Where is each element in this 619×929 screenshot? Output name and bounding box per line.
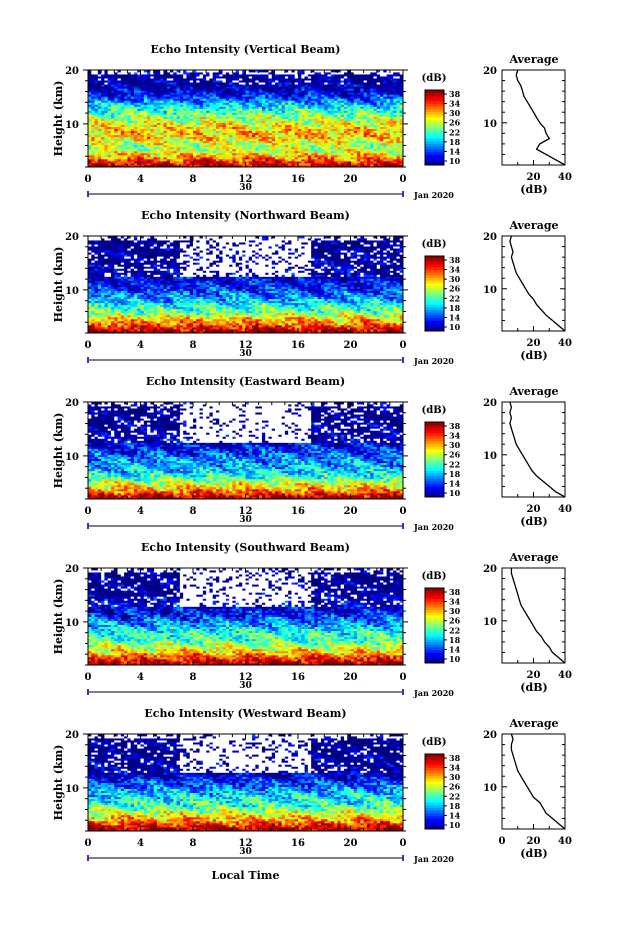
date-tick-label: 30 [239,183,252,193]
y-tick-label: 20 [65,66,79,77]
y-tick-label: 10 [65,120,79,131]
average-profile-line [516,70,565,165]
x-tick-label: 16 [291,174,305,185]
average-title: Average [508,53,558,66]
x-tick-label: 0 [85,174,92,185]
colorbar-tick-label: 26 [449,118,461,128]
colorbar-unit: (dB) [422,73,447,84]
chart-title: Echo Intensity (Vertical Beam) [150,43,340,56]
y-axis-label: Height (km) [52,81,65,157]
x-tick-label: 0 [400,174,407,185]
colorbar-tick-label: 10 [449,156,461,166]
average-x-tick-label: 20 [527,172,541,183]
x-tick-label: 20 [344,174,358,185]
average-x-tick-label: 40 [558,172,572,183]
date-label: Jan 2020 [413,190,454,200]
average-y-tick-label: 20 [483,66,497,77]
colorbar-tick-label: 38 [449,89,461,99]
chart-title: Echo Intensity (Northward Beam) [141,209,350,222]
colorbar-tick-label: 22 [449,127,460,137]
average-y-tick-label: 10 [483,119,497,130]
colorbar-tick-label: 34 [449,99,461,109]
colorbar-tick-label: 18 [449,137,461,147]
heatmap [88,70,403,167]
average-x-label: (dB) [520,183,547,196]
heatmap [88,236,403,333]
x-tick-label: 4 [137,174,144,185]
average-frame [502,70,565,165]
colorbar-tick-label: 30 [449,108,461,118]
colorbar-tick-label: 14 [449,146,461,156]
x-tick-label: 8 [190,174,197,185]
